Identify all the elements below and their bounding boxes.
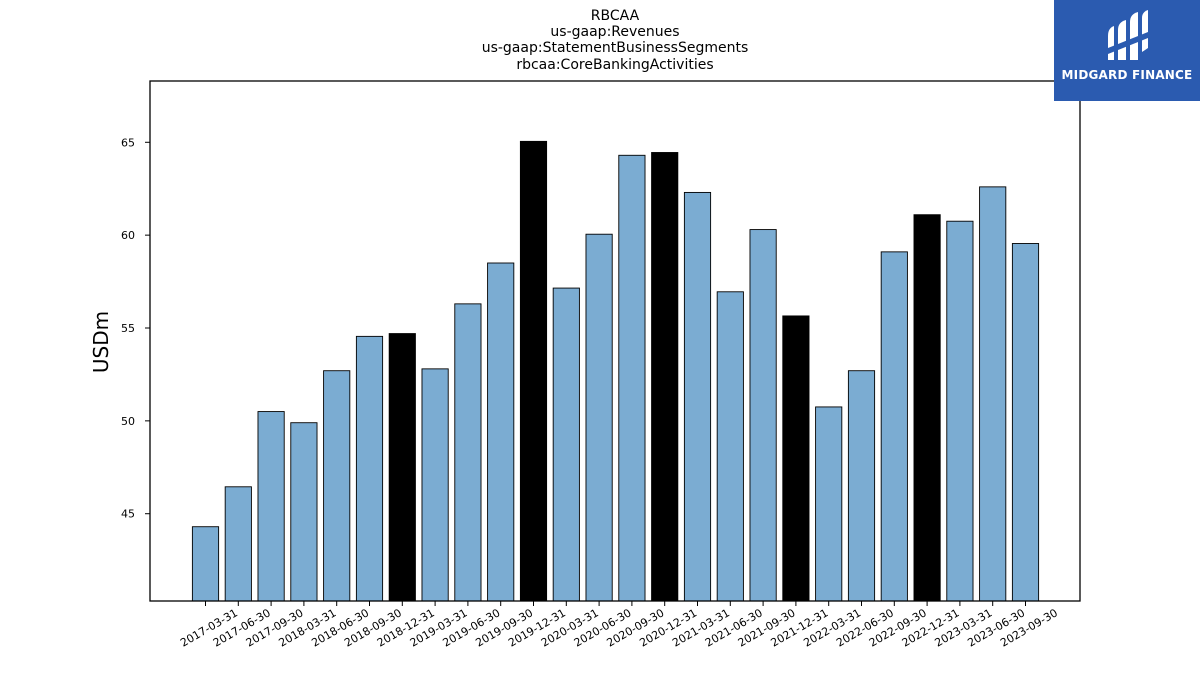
bar-2021-06-30	[716, 291, 744, 602]
y-axis-ticks: 45 50 55 60 65	[121, 136, 150, 521]
bar-2021-09-30	[749, 229, 777, 602]
y-tick-label: 65	[121, 136, 135, 149]
bar-2020-09-30	[618, 154, 646, 602]
chart-title-line-3: us-gaap:StatementBusinessSegments	[482, 40, 749, 56]
chart-title-line-4: rbcaa:CoreBankingActivities	[516, 57, 713, 73]
logo-text: MIDGARD FINANCE	[1061, 68, 1193, 82]
bar-2021-12-31	[782, 315, 810, 602]
bar-2022-12-31	[913, 214, 941, 602]
bar-series	[191, 140, 1040, 602]
logo-mark-icon	[1108, 10, 1148, 60]
x-axis-ticks: 2017-03-312017-06-302017-09-302018-03-31…	[178, 601, 1060, 650]
y-tick-label: 55	[121, 322, 135, 335]
bar-2018-06-30	[323, 370, 351, 602]
bar-2023-09-30	[1011, 243, 1040, 602]
bar-2018-03-31	[290, 422, 318, 602]
bar-2022-09-30	[880, 251, 908, 602]
y-tick-label: 45	[121, 508, 135, 521]
bar-2017-03-31	[191, 526, 220, 602]
bar-2022-03-31	[815, 406, 843, 602]
midgard-finance-logo: MIDGARD FINANCE	[1054, 0, 1200, 101]
bar-2020-03-31	[552, 287, 580, 602]
bar-2023-06-30	[979, 186, 1007, 602]
bar-2018-09-30	[355, 335, 384, 602]
y-tick-label: 50	[121, 415, 135, 428]
chart-title-line-1: RBCAA	[591, 8, 640, 24]
bar-2021-03-31	[683, 191, 712, 602]
bar-2020-12-31	[651, 152, 679, 602]
chart-title: RBCAA us-gaap:Revenues us-gaap:Statement…	[482, 8, 749, 73]
bar-2018-12-31	[388, 333, 416, 602]
bar-2022-06-30	[847, 370, 876, 602]
bar-2019-09-30	[487, 262, 515, 602]
bar-2019-06-30	[454, 303, 482, 602]
chart-title-line-2: us-gaap:Revenues	[550, 24, 679, 40]
bar-2017-06-30	[224, 486, 252, 602]
bar-2019-03-31	[421, 368, 449, 602]
bar-2019-12-31	[519, 140, 548, 602]
bar-2023-03-31	[946, 220, 974, 602]
y-tick-label: 60	[121, 229, 135, 242]
bar-2017-09-30	[257, 411, 285, 602]
bar-2020-06-30	[585, 233, 613, 602]
y-axis-label: USDm	[89, 311, 113, 373]
plot-frame	[149, 80, 1081, 602]
